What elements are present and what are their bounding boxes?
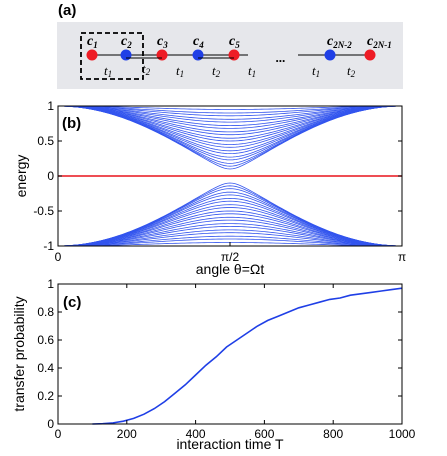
panel-b-xlabel: angle θ=Ωt: [196, 261, 265, 277]
site-5: [228, 49, 240, 61]
site-7: [364, 49, 376, 61]
site-label-6: c2N-2: [327, 34, 352, 50]
lower-band-18: [57, 235, 403, 247]
panel-c-ytick-label-1: 0.2: [37, 389, 54, 403]
site-4: [192, 49, 204, 61]
upper-band-16: [57, 105, 403, 123]
site-2: [120, 49, 132, 61]
panel-c-ytick-label-0: 0: [47, 417, 54, 431]
upper-band-18: [57, 105, 403, 117]
panel-c-ylabel: transfer probability: [11, 296, 27, 411]
upper-band-17: [57, 105, 403, 120]
site-label-7: c2N-1: [367, 34, 392, 50]
panel-c-xtick-label-1: 200: [117, 427, 137, 441]
panel-b-ytick-label-3: -0.5: [33, 204, 54, 218]
bond-label-7: t2: [347, 63, 356, 79]
upper-band-14: [57, 105, 403, 129]
upper-band-11: [57, 105, 403, 139]
bond-label-1: t1: [104, 63, 112, 79]
panel-b-ytick-label-0: 1: [47, 99, 54, 113]
lower-band-11: [57, 213, 403, 247]
panel-c-plot-area: [58, 284, 402, 424]
lower-band-16: [57, 229, 403, 247]
panel-c-ytick-label-5: 1: [47, 277, 54, 291]
panel-b-xtick-label-2: π: [398, 250, 406, 264]
lower-band-15: [57, 225, 403, 247]
panel-b-energy-spectrum: 10.50-0.5-10 π/2 π (b) energy angle θ=Ωt: [13, 99, 406, 277]
panel-c-transfer-probability: 0 0.2 0.4 0.6 0.8 1 0 200 400 600 800 1000 (c) tran…: [11, 277, 416, 452]
site-3: [156, 49, 168, 61]
bond-label-2: t2: [142, 61, 151, 77]
panel-c-xtick-label-2: 400: [186, 427, 206, 441]
upper-band-15: [57, 105, 403, 127]
lower-band-14: [57, 223, 403, 247]
panel-b-ytick-label-2: 0: [47, 169, 54, 183]
chain-ellipsis: ...: [276, 50, 286, 65]
panel-b-xtick-label-1: π/2: [221, 250, 240, 264]
upper-band-13: [57, 105, 403, 133]
lower-band-9: [57, 207, 403, 247]
upper-band-20: [58, 105, 402, 110]
site-label-5: c5: [229, 34, 240, 50]
upper-band-19: [58, 105, 402, 114]
lower-band-13: [57, 219, 403, 247]
panel-b-xtick-label-0: 0: [55, 250, 62, 264]
panel-c-ytick-label-2: 0.4: [37, 361, 54, 375]
panel-c-xtick-label-0: 0: [55, 427, 62, 441]
site-1: [86, 49, 98, 61]
panel-a-chain-diagram: (a) ... c1 c2 c3 c4 c5 c2N-2 c2N-1 t1 t2 t1 t2 t1 t…: [57, 2, 403, 89]
lower-band-19: [58, 238, 402, 247]
panel-c-frame: [57, 283, 403, 425]
panel-c-ytick-label-4: 0.8: [37, 305, 54, 319]
panel-b-ylabel: energy: [13, 155, 29, 198]
site-label-2: c2: [121, 34, 132, 50]
bond-label-3: t1: [176, 63, 184, 79]
panel-c-xtick-label-5: 1000: [389, 427, 416, 441]
bond-label-6: t1: [312, 63, 320, 79]
upper-band-12: [57, 105, 403, 136]
bond-label-5: t1: [248, 63, 256, 79]
lower-band-12: [57, 216, 403, 247]
panel-c-xtick-label-4: 800: [323, 427, 343, 441]
probability-curve: [92, 287, 403, 425]
lower-band-17: [57, 232, 403, 247]
panel-a-label: (a): [58, 2, 76, 19]
panel-c-label: (c): [63, 294, 81, 311]
site-label-3: c3: [157, 34, 168, 50]
bond-label-4: t2: [212, 63, 221, 79]
panel-b-ytick-label-4: -1: [43, 239, 54, 253]
panel-b-label: (b): [62, 115, 81, 132]
panel-c-xlabel: interaction time T: [176, 436, 284, 452]
upper-band-9: [57, 105, 403, 145]
unit-cell-box: [80, 32, 144, 80]
panel-c-ytick-label-3: 0.6: [37, 333, 54, 347]
panel-b-ytick-label-1: 0.5: [37, 134, 54, 148]
site-6: [324, 49, 336, 61]
site-label-1: c1: [87, 34, 98, 50]
panel-c-xtick-label-3: 600: [254, 427, 274, 441]
site-label-4: c4: [193, 34, 204, 50]
